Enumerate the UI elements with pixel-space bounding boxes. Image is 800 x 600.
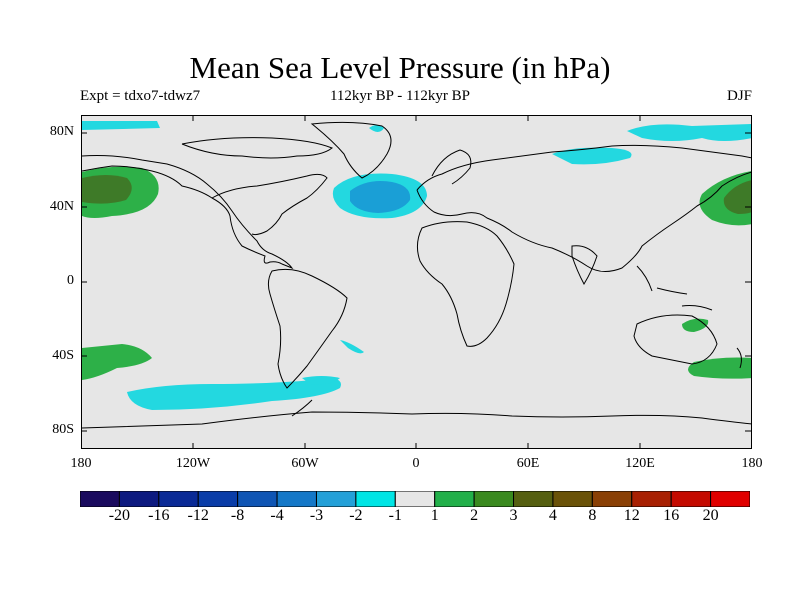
lon-tick-label: 180 bbox=[741, 456, 763, 471]
lon-tick-label: 60W bbox=[291, 456, 319, 471]
map-panel bbox=[81, 115, 752, 449]
colorbar-swatch bbox=[158, 491, 199, 507]
colorbar-swatch bbox=[355, 491, 396, 507]
lat-tick-label: 40N bbox=[49, 199, 74, 214]
colorbar-label: 20 bbox=[702, 507, 719, 524]
colorbar-label: 16 bbox=[663, 507, 680, 524]
map-title: Mean Sea Level Pressure (in hPa) bbox=[189, 50, 611, 85]
colorbar-swatch bbox=[276, 491, 317, 507]
lon-tick-label: 0 bbox=[412, 456, 420, 471]
period-label: 112kyr BP - 112kyr BP bbox=[329, 88, 470, 104]
colorbar-label: 2 bbox=[470, 507, 479, 524]
colorbar-swatch bbox=[237, 491, 278, 507]
colorbar-label: 4 bbox=[548, 507, 557, 524]
colorbar-swatch bbox=[473, 491, 515, 507]
colorbar-label: 3 bbox=[509, 507, 518, 524]
colorbar-swatch bbox=[670, 491, 712, 507]
season-label: DJF bbox=[726, 88, 752, 104]
lon-tick-label: 120W bbox=[175, 456, 211, 471]
colorbar-label: -1 bbox=[388, 507, 402, 524]
anomaly-fields bbox=[82, 121, 751, 410]
map-canvas bbox=[82, 121, 751, 429]
colorbar-label: 12 bbox=[623, 507, 640, 524]
colorbar-swatch bbox=[197, 491, 239, 507]
lon-tick-label: 180 bbox=[70, 456, 92, 471]
colorbar-label: -16 bbox=[148, 507, 170, 524]
colorbar-label: 8 bbox=[588, 507, 597, 524]
colorbar-label: -12 bbox=[187, 507, 209, 524]
colorbar-swatch bbox=[394, 491, 436, 507]
coastlines bbox=[82, 121, 751, 429]
lon-tick-label: 60E bbox=[516, 456, 540, 471]
colorbar-label: -4 bbox=[270, 507, 284, 524]
colorbar-swatch bbox=[80, 491, 120, 507]
colorbar-label: -20 bbox=[108, 507, 131, 524]
colorbar-swatch bbox=[513, 491, 554, 507]
colorbar-swatch bbox=[434, 491, 475, 507]
colorbar-swatch bbox=[315, 491, 357, 507]
colorbar-swatch bbox=[631, 491, 672, 507]
colorbar-swatch bbox=[710, 491, 750, 507]
experiment-label: Expt = tdxo7-tdwz7 bbox=[80, 88, 201, 104]
lat-tick-label: 0 bbox=[67, 273, 74, 288]
lat-tick-label: 40S bbox=[52, 348, 74, 363]
colorbar-label: 1 bbox=[430, 507, 439, 524]
colorbar-swatch bbox=[591, 491, 633, 507]
colorbar-label: -3 bbox=[309, 507, 324, 524]
colorbar-swatch bbox=[552, 491, 593, 507]
colorbar bbox=[80, 491, 750, 507]
colorbar-label: -8 bbox=[230, 507, 245, 524]
colorbar-swatch bbox=[118, 491, 160, 507]
lon-tick-label: 120E bbox=[625, 456, 655, 471]
lat-tick-label: 80S bbox=[52, 422, 74, 437]
colorbar-label: -2 bbox=[349, 507, 363, 524]
lat-tick-label: 80N bbox=[49, 124, 74, 139]
